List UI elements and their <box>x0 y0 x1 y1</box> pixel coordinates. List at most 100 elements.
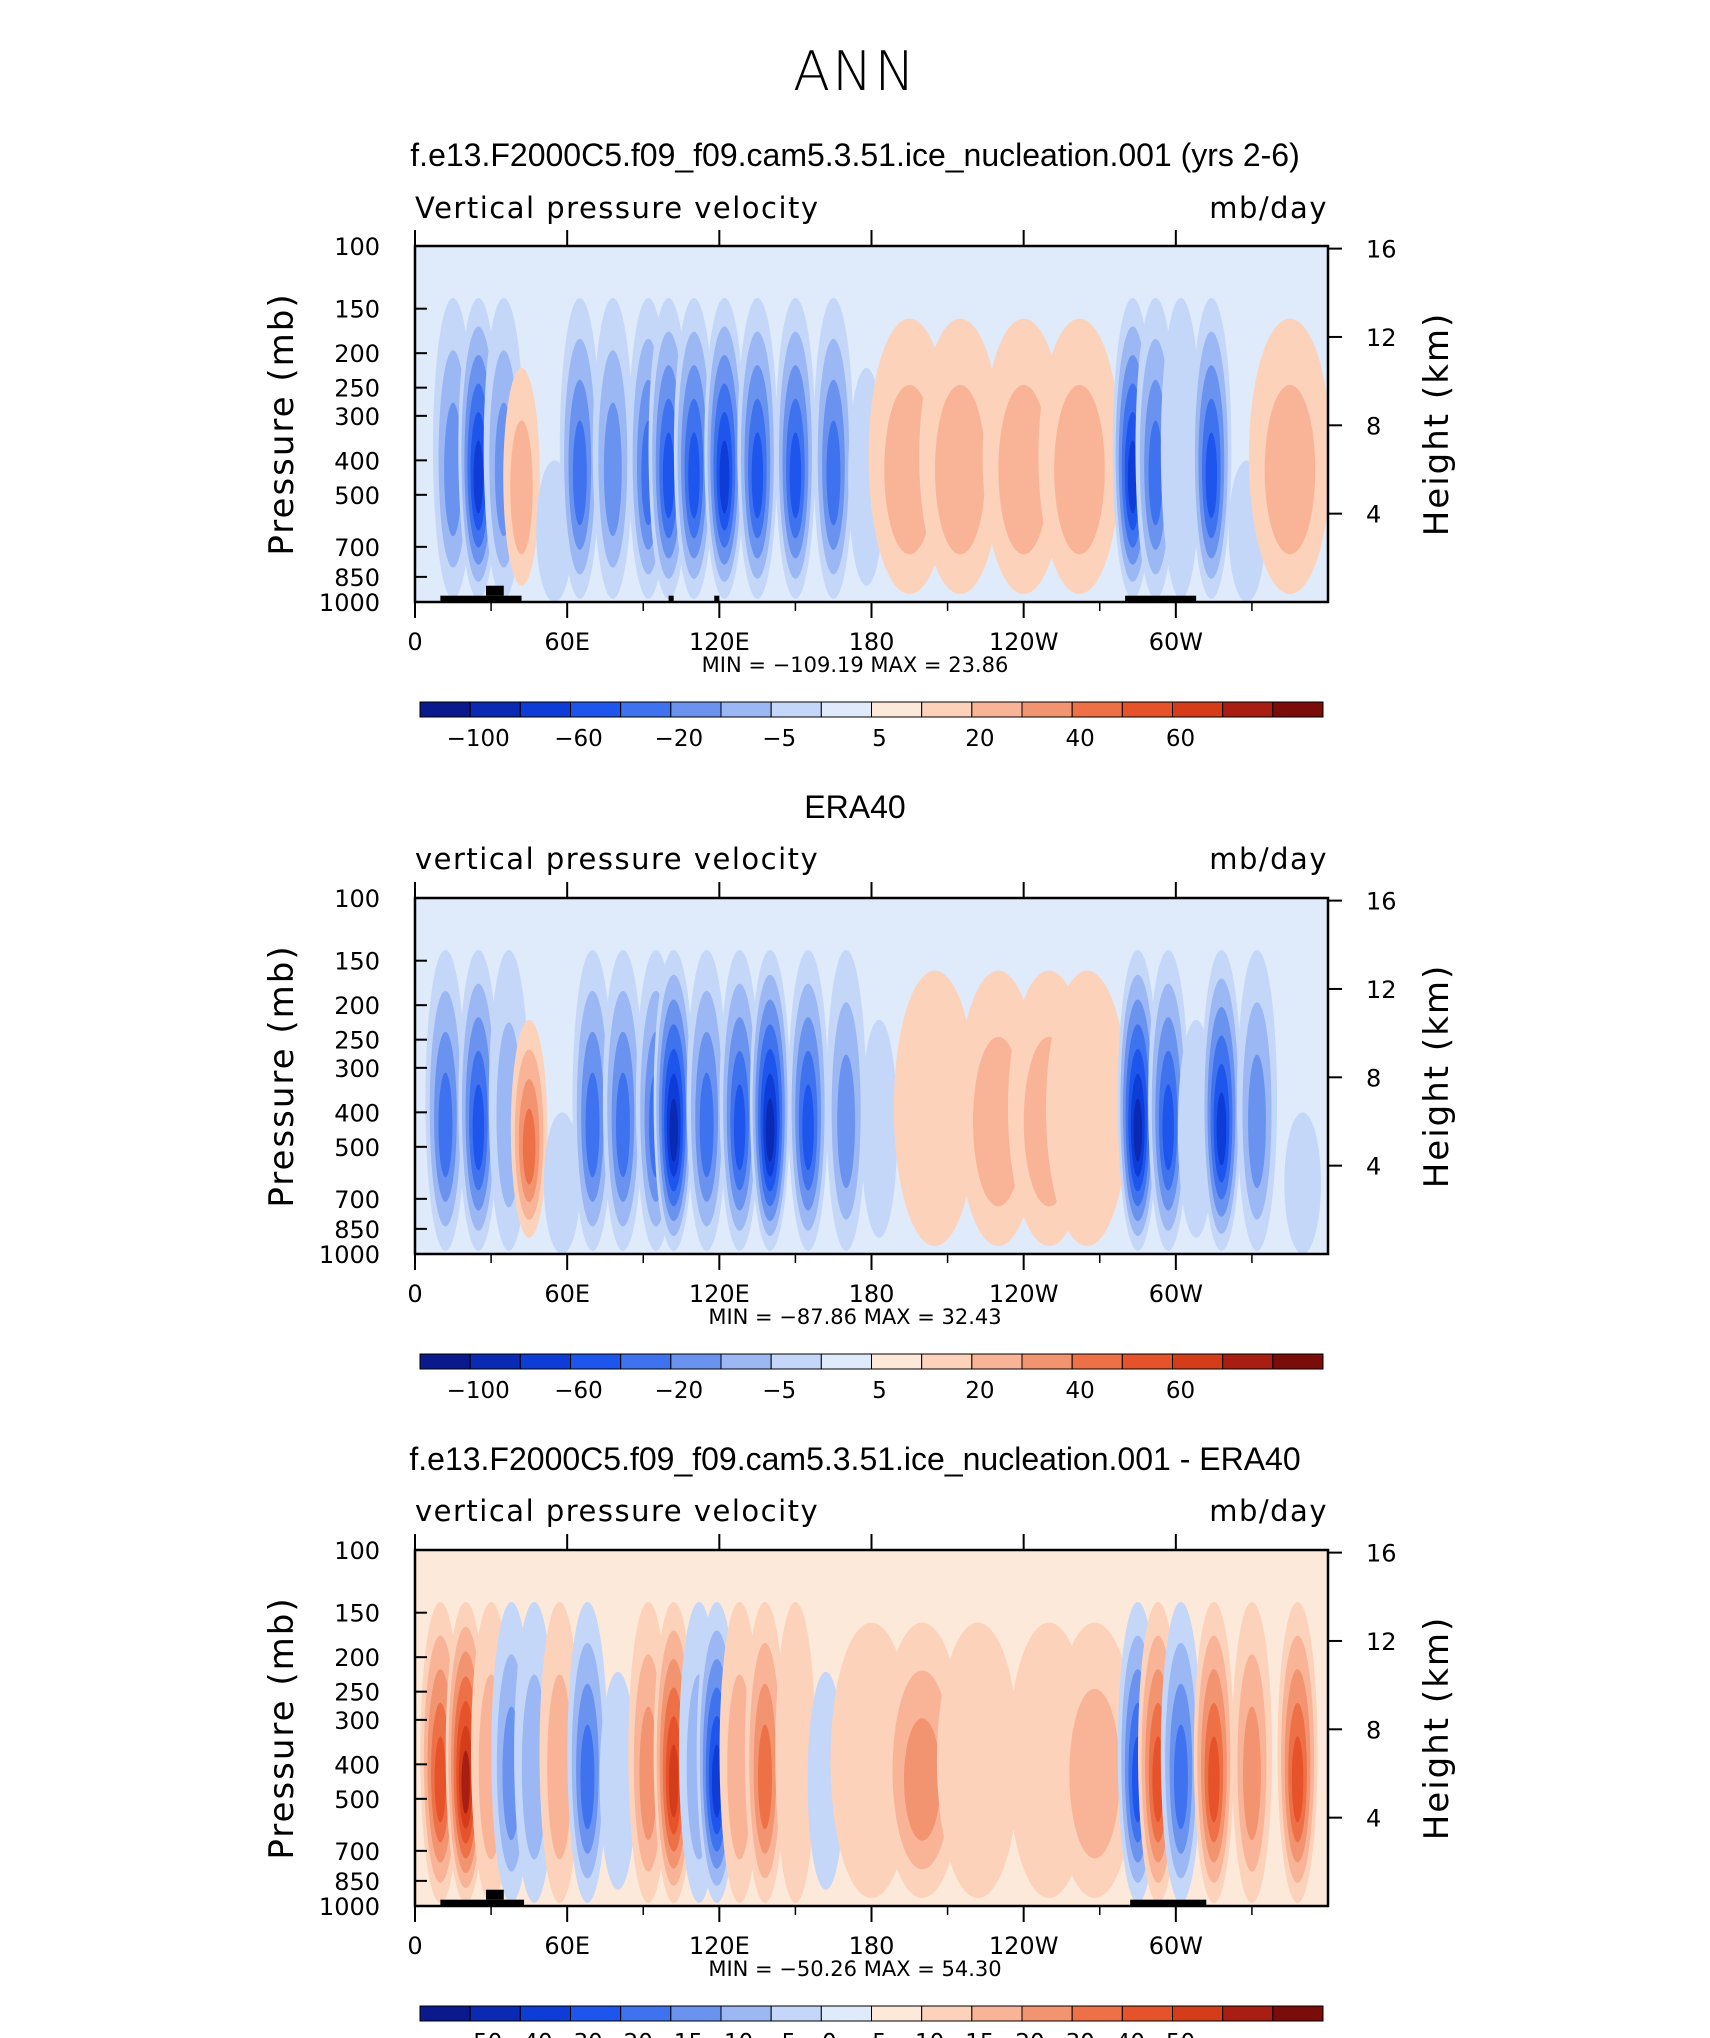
contour-level <box>438 1072 453 1178</box>
colorbar-label: −20 <box>655 726 704 752</box>
contour-column <box>503 367 540 586</box>
x-tick-label: 120E <box>689 628 750 656</box>
colorbar-bin <box>921 1353 973 1370</box>
contour-level <box>893 970 976 1247</box>
contour-column <box>1148 950 1189 1251</box>
x-tick-label: 60W <box>1149 1280 1203 1308</box>
colorbar-bin <box>570 1353 622 1370</box>
colorbar-bin <box>770 701 822 718</box>
contour-level <box>472 1084 485 1171</box>
y2-tick-label: 4 <box>1366 1805 1381 1833</box>
y2-tick-label: 4 <box>1366 501 1381 529</box>
colorbar-bin <box>820 2005 872 2022</box>
colorbar-bin <box>871 2005 923 2022</box>
contour-column <box>749 950 791 1251</box>
x-tick-label: 180 <box>849 1280 895 1308</box>
contour-level <box>733 1084 746 1171</box>
y-tick-label: 200 <box>334 340 380 368</box>
colorbar-label: −10 <box>705 2030 754 2038</box>
contour-level <box>473 440 484 514</box>
y-axis-label: Pressure (mb) <box>262 292 302 555</box>
colorbar-label: 15 <box>965 2030 994 2038</box>
colorbar-bin <box>469 1353 521 1370</box>
x-tick-label: 120E <box>689 1280 750 1308</box>
contour-level <box>751 432 764 519</box>
colorbar-bin <box>1121 701 1174 718</box>
y-axis-label: Pressure (mb) <box>262 1596 302 1859</box>
contour-level <box>903 1718 941 1841</box>
contour-level <box>580 1724 595 1830</box>
contour-column <box>704 298 745 599</box>
colorbar-bin <box>620 2005 672 2022</box>
contour-column <box>653 950 694 1251</box>
contour-level <box>461 1750 470 1814</box>
contour-level <box>837 1054 856 1189</box>
colorbar-label: −20 <box>604 2030 653 2038</box>
contour-column <box>826 950 867 1251</box>
contour-column <box>1284 1112 1321 1254</box>
colorbar-label: 40 <box>1116 2030 1145 2038</box>
colorbar-bin <box>620 701 672 718</box>
y-tick-label: 400 <box>334 1099 380 1127</box>
colorbar-bin <box>1272 701 1324 718</box>
contour-level <box>688 432 700 519</box>
panel-variable-label: Vertical pressure velocity <box>415 191 820 225</box>
colorbar: −100 −60 −20 −5 5 20 40 60 <box>419 1353 1324 1404</box>
contour-level <box>789 432 802 519</box>
y2-tick-label: 16 <box>1366 236 1397 264</box>
colorbar-bin <box>770 2005 822 2022</box>
colorbar-bin <box>620 1353 672 1370</box>
x-tick-label: 180 <box>849 628 895 656</box>
colorbar-bin <box>670 2005 722 2022</box>
contour-column <box>1191 298 1232 599</box>
topography-mask <box>714 595 720 602</box>
contour-level <box>543 1112 581 1254</box>
colorbar-label: −100 <box>447 726 510 752</box>
colorbar-bin <box>1071 701 1123 718</box>
contour-level <box>1173 1724 1188 1830</box>
colorbar-label: 10 <box>915 2030 944 2038</box>
colorbar: −100 −60 −20 −5 5 20 40 60 <box>419 701 1324 752</box>
colorbar-bin <box>419 2005 471 2022</box>
contour-column <box>860 1019 898 1238</box>
colorbar-label: 20 <box>965 1378 994 1404</box>
contour-level <box>662 432 675 519</box>
colorbar-bin <box>971 2005 1023 2022</box>
contour-level <box>669 1098 678 1162</box>
y-tick-label: 700 <box>334 534 380 562</box>
y-tick-label: 250 <box>334 1027 380 1055</box>
contour-level <box>719 440 730 514</box>
contour-level <box>711 1744 722 1818</box>
colorbar-bin <box>670 1353 722 1370</box>
colorbar-bin <box>720 701 772 718</box>
panel-units-label: mb/day <box>1209 1494 1328 1528</box>
page-title: ANN <box>793 40 917 103</box>
colorbar-label: 5 <box>872 2030 887 2038</box>
contour-level <box>1284 1112 1321 1254</box>
y-tick-label: 700 <box>334 1186 380 1214</box>
colorbar-bin <box>871 701 923 718</box>
x-tick-label: 120W <box>989 1280 1059 1308</box>
y-tick-label: 400 <box>334 1751 380 1779</box>
colorbar-bin <box>570 2005 622 2022</box>
colorbar-label: 30 <box>1066 2030 1095 2038</box>
contour-field <box>425 950 1321 1254</box>
colorbar-bin <box>1172 1353 1224 1370</box>
contour-level <box>765 1098 775 1162</box>
y-tick-label: 850 <box>334 1868 380 1896</box>
y-axis-label: Pressure (mb) <box>262 944 302 1207</box>
contour-level <box>775 1602 816 1903</box>
contour-column <box>1038 318 1121 595</box>
contour-level <box>699 1072 714 1178</box>
colorbar-bin <box>770 1353 822 1370</box>
colorbar-bin <box>570 701 622 718</box>
colorbar-label: −60 <box>554 726 603 752</box>
contour-level <box>1248 1054 1266 1189</box>
colorbar-bin <box>921 2005 973 2022</box>
y2-tick-label: 8 <box>1366 1064 1381 1092</box>
contour-level <box>1127 440 1138 514</box>
colorbar-bin <box>469 701 521 718</box>
colorbar-label: −5 <box>762 726 796 752</box>
colorbar-label: −60 <box>554 1378 603 1404</box>
